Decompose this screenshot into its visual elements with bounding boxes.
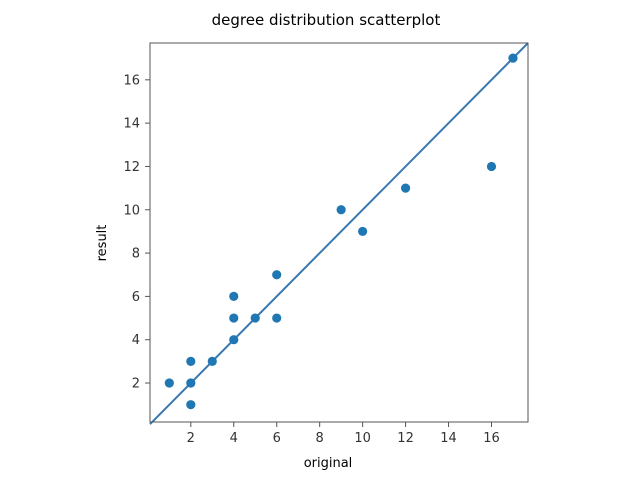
x-tick-label: 6 xyxy=(273,431,281,446)
x-tick-label: 10 xyxy=(354,431,371,446)
y-axis-label: result xyxy=(95,225,110,262)
data-point xyxy=(272,313,282,323)
data-point xyxy=(508,53,518,63)
y-tick-label: 4 xyxy=(132,333,140,348)
y-tick-label: 14 xyxy=(123,117,140,132)
x-tick-label: 16 xyxy=(483,431,500,446)
data-point xyxy=(229,313,239,323)
data-point xyxy=(400,183,411,193)
data-point xyxy=(164,378,174,388)
y-tick-label: 16 xyxy=(123,73,140,88)
data-point xyxy=(229,335,239,345)
y-tick-label: 8 xyxy=(132,247,140,262)
data-point xyxy=(336,205,346,215)
points-group xyxy=(164,53,518,410)
y-tick-label: 2 xyxy=(132,377,140,392)
x-tick-label: 4 xyxy=(230,431,238,446)
plot-frame xyxy=(149,42,529,423)
plot-area xyxy=(149,42,529,425)
data-point xyxy=(229,291,239,301)
y-tick-label: 12 xyxy=(123,160,140,175)
x-tick-label: 2 xyxy=(187,431,195,446)
y-axis-ticks: 2 4 6 8 10 12 14 16 xyxy=(123,73,150,392)
data-point xyxy=(250,313,260,323)
x-axis-label: original xyxy=(304,456,353,471)
x-tick-label: 12 xyxy=(397,431,414,446)
data-point xyxy=(186,400,196,410)
data-point xyxy=(186,356,196,366)
x-tick-label: 8 xyxy=(316,431,324,446)
x-axis-ticks: 2 4 6 8 10 12 14 16 xyxy=(187,422,500,446)
chart-title: degree distribution scatterplot xyxy=(212,11,441,29)
data-point xyxy=(272,270,282,280)
data-point xyxy=(207,356,217,366)
data-point xyxy=(486,161,497,172)
y-tick-label: 6 xyxy=(132,290,140,305)
data-point xyxy=(186,378,196,388)
data-point xyxy=(358,226,368,237)
y-tick-label: 10 xyxy=(123,203,140,218)
x-tick-label: 14 xyxy=(440,431,457,446)
